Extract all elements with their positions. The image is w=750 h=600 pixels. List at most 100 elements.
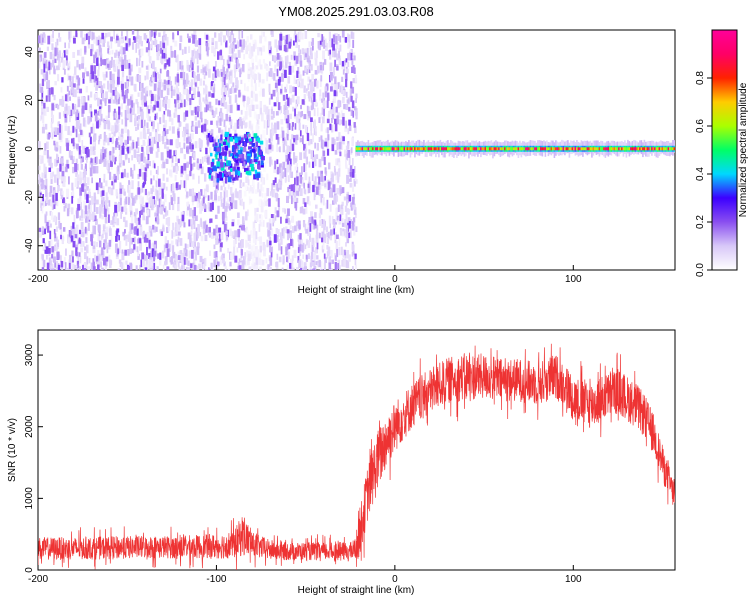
spectrogram-cell bbox=[111, 181, 114, 186]
spectrogram-cell bbox=[289, 258, 292, 267]
spectrogram-cell bbox=[112, 59, 116, 68]
spectrogram-cell bbox=[341, 222, 345, 227]
spectrogram-cell bbox=[55, 65, 59, 71]
spectrogram-cell bbox=[196, 105, 200, 112]
spectrogram-cell bbox=[214, 190, 217, 196]
spectrogram-cell bbox=[244, 184, 248, 191]
spectrogram-cell bbox=[129, 248, 132, 254]
spectrogram-cell bbox=[203, 88, 207, 94]
spectrogram-cell bbox=[129, 108, 132, 114]
spectrogram-cell bbox=[38, 185, 41, 192]
spectrogram-cell bbox=[143, 119, 146, 127]
spectrogram-cell bbox=[276, 52, 280, 60]
spectrogram-cell bbox=[92, 258, 96, 267]
spectrogram-cell bbox=[295, 202, 298, 211]
spectrogram-cell bbox=[263, 104, 267, 113]
spectrogram-cell bbox=[350, 147, 353, 153]
spectrogram-cell bbox=[561, 147, 563, 151]
spectrogram-cell bbox=[144, 267, 148, 270]
spectrogram-cell bbox=[225, 206, 228, 212]
spectrogram-cell bbox=[80, 31, 83, 38]
spectrogram-cell bbox=[58, 61, 61, 68]
spectrogram-cell bbox=[120, 112, 123, 117]
spectrogram-cell bbox=[159, 252, 162, 260]
spectrogram-cell bbox=[349, 182, 352, 188]
spectrogram-cell bbox=[184, 128, 187, 137]
spectrogram-cell bbox=[181, 258, 184, 268]
spectrogram-cell bbox=[208, 68, 211, 78]
spectrogram-cell bbox=[186, 137, 189, 144]
spectrogram-cell bbox=[292, 267, 295, 270]
spectrogram-cell bbox=[163, 208, 166, 213]
spectrogram-cell bbox=[198, 38, 202, 46]
spectrogram-cell bbox=[120, 52, 123, 58]
spectrogram-cell bbox=[200, 166, 204, 175]
spectrogram-cell bbox=[120, 103, 123, 110]
spectrogram-cell bbox=[42, 227, 45, 235]
snr-y-tick-label: 0 bbox=[24, 567, 35, 573]
spectrogram-cell bbox=[224, 145, 229, 151]
spectrogram-cell bbox=[203, 196, 205, 204]
spectrogram-cell bbox=[601, 147, 604, 151]
spectrogram-cell bbox=[471, 147, 473, 151]
spectrogram-cell bbox=[41, 180, 44, 190]
spectrogram-cell bbox=[96, 165, 99, 174]
spectrogram-cell bbox=[111, 73, 115, 82]
spectrogram-cell bbox=[125, 43, 128, 51]
spectrogram-cell bbox=[126, 75, 128, 82]
spectrogram-cell bbox=[249, 150, 252, 156]
spectrogram-cell bbox=[250, 125, 253, 130]
spectrogram-cell bbox=[69, 115, 71, 123]
spectrogram-cell bbox=[242, 39, 246, 48]
spectrogram-cell bbox=[275, 45, 279, 53]
spectrogram-cell bbox=[236, 119, 240, 129]
spectrogram-cell bbox=[186, 174, 189, 181]
spectrogram-cell bbox=[252, 40, 255, 45]
spectrogram-cell bbox=[114, 96, 118, 103]
spectrogram-cell bbox=[180, 181, 183, 188]
spectrogram-cell bbox=[284, 39, 287, 46]
spectrogram-cell bbox=[313, 252, 316, 262]
spectrogram-cell bbox=[101, 233, 104, 239]
spectrogram-cell bbox=[91, 177, 93, 184]
spectrogram-cell bbox=[132, 238, 135, 243]
spectrogram-cell bbox=[321, 34, 324, 42]
spectrogram-cell bbox=[84, 246, 87, 251]
spectrogram-cell bbox=[68, 106, 71, 116]
spectrogram-cell bbox=[94, 218, 98, 225]
spectrogram-cell bbox=[107, 63, 110, 68]
spectrogram-cell bbox=[140, 40, 143, 47]
spectrogram-cell bbox=[43, 73, 47, 82]
spectrogram-cell bbox=[346, 249, 350, 259]
spectrogram-cell bbox=[95, 207, 99, 214]
spectrogram-cell bbox=[332, 106, 335, 115]
spectrogram-cell bbox=[67, 73, 70, 82]
spectrogram-cell bbox=[339, 229, 343, 236]
spectrogram-cell bbox=[193, 247, 197, 255]
spectrogram-cell bbox=[331, 38, 334, 48]
spectrogram-cell bbox=[589, 147, 592, 151]
spectrogram-cell bbox=[43, 163, 46, 173]
spectrogram-cell bbox=[38, 47, 42, 53]
spectrogram-cell bbox=[63, 175, 66, 183]
spectrogram-cell bbox=[284, 101, 288, 111]
spectrogram-cell bbox=[39, 192, 42, 197]
snr-y-label: SNR (10 * v/v) bbox=[7, 418, 18, 482]
spectrogram-cell bbox=[357, 147, 359, 151]
spectrogram-cell bbox=[289, 85, 293, 94]
spectrogram-cell bbox=[154, 132, 158, 141]
spectrogram-cell bbox=[66, 85, 69, 92]
spectrogram-cell bbox=[454, 147, 457, 151]
spectrogram-cell bbox=[103, 173, 106, 179]
spectrogram-cell bbox=[358, 147, 361, 151]
spectrogram-cell bbox=[66, 142, 69, 151]
spectrogram-cell bbox=[224, 125, 227, 134]
spectrogram-cell bbox=[190, 163, 193, 172]
spectrogram-cell bbox=[147, 109, 151, 114]
spectrogram-cell bbox=[142, 130, 146, 139]
spectrogram-cell bbox=[318, 136, 321, 143]
spectrogram-cell bbox=[366, 147, 368, 151]
spectrogram-cell bbox=[228, 228, 232, 237]
spectrogram-cell bbox=[478, 147, 481, 151]
spectrogram-cell bbox=[166, 83, 170, 92]
